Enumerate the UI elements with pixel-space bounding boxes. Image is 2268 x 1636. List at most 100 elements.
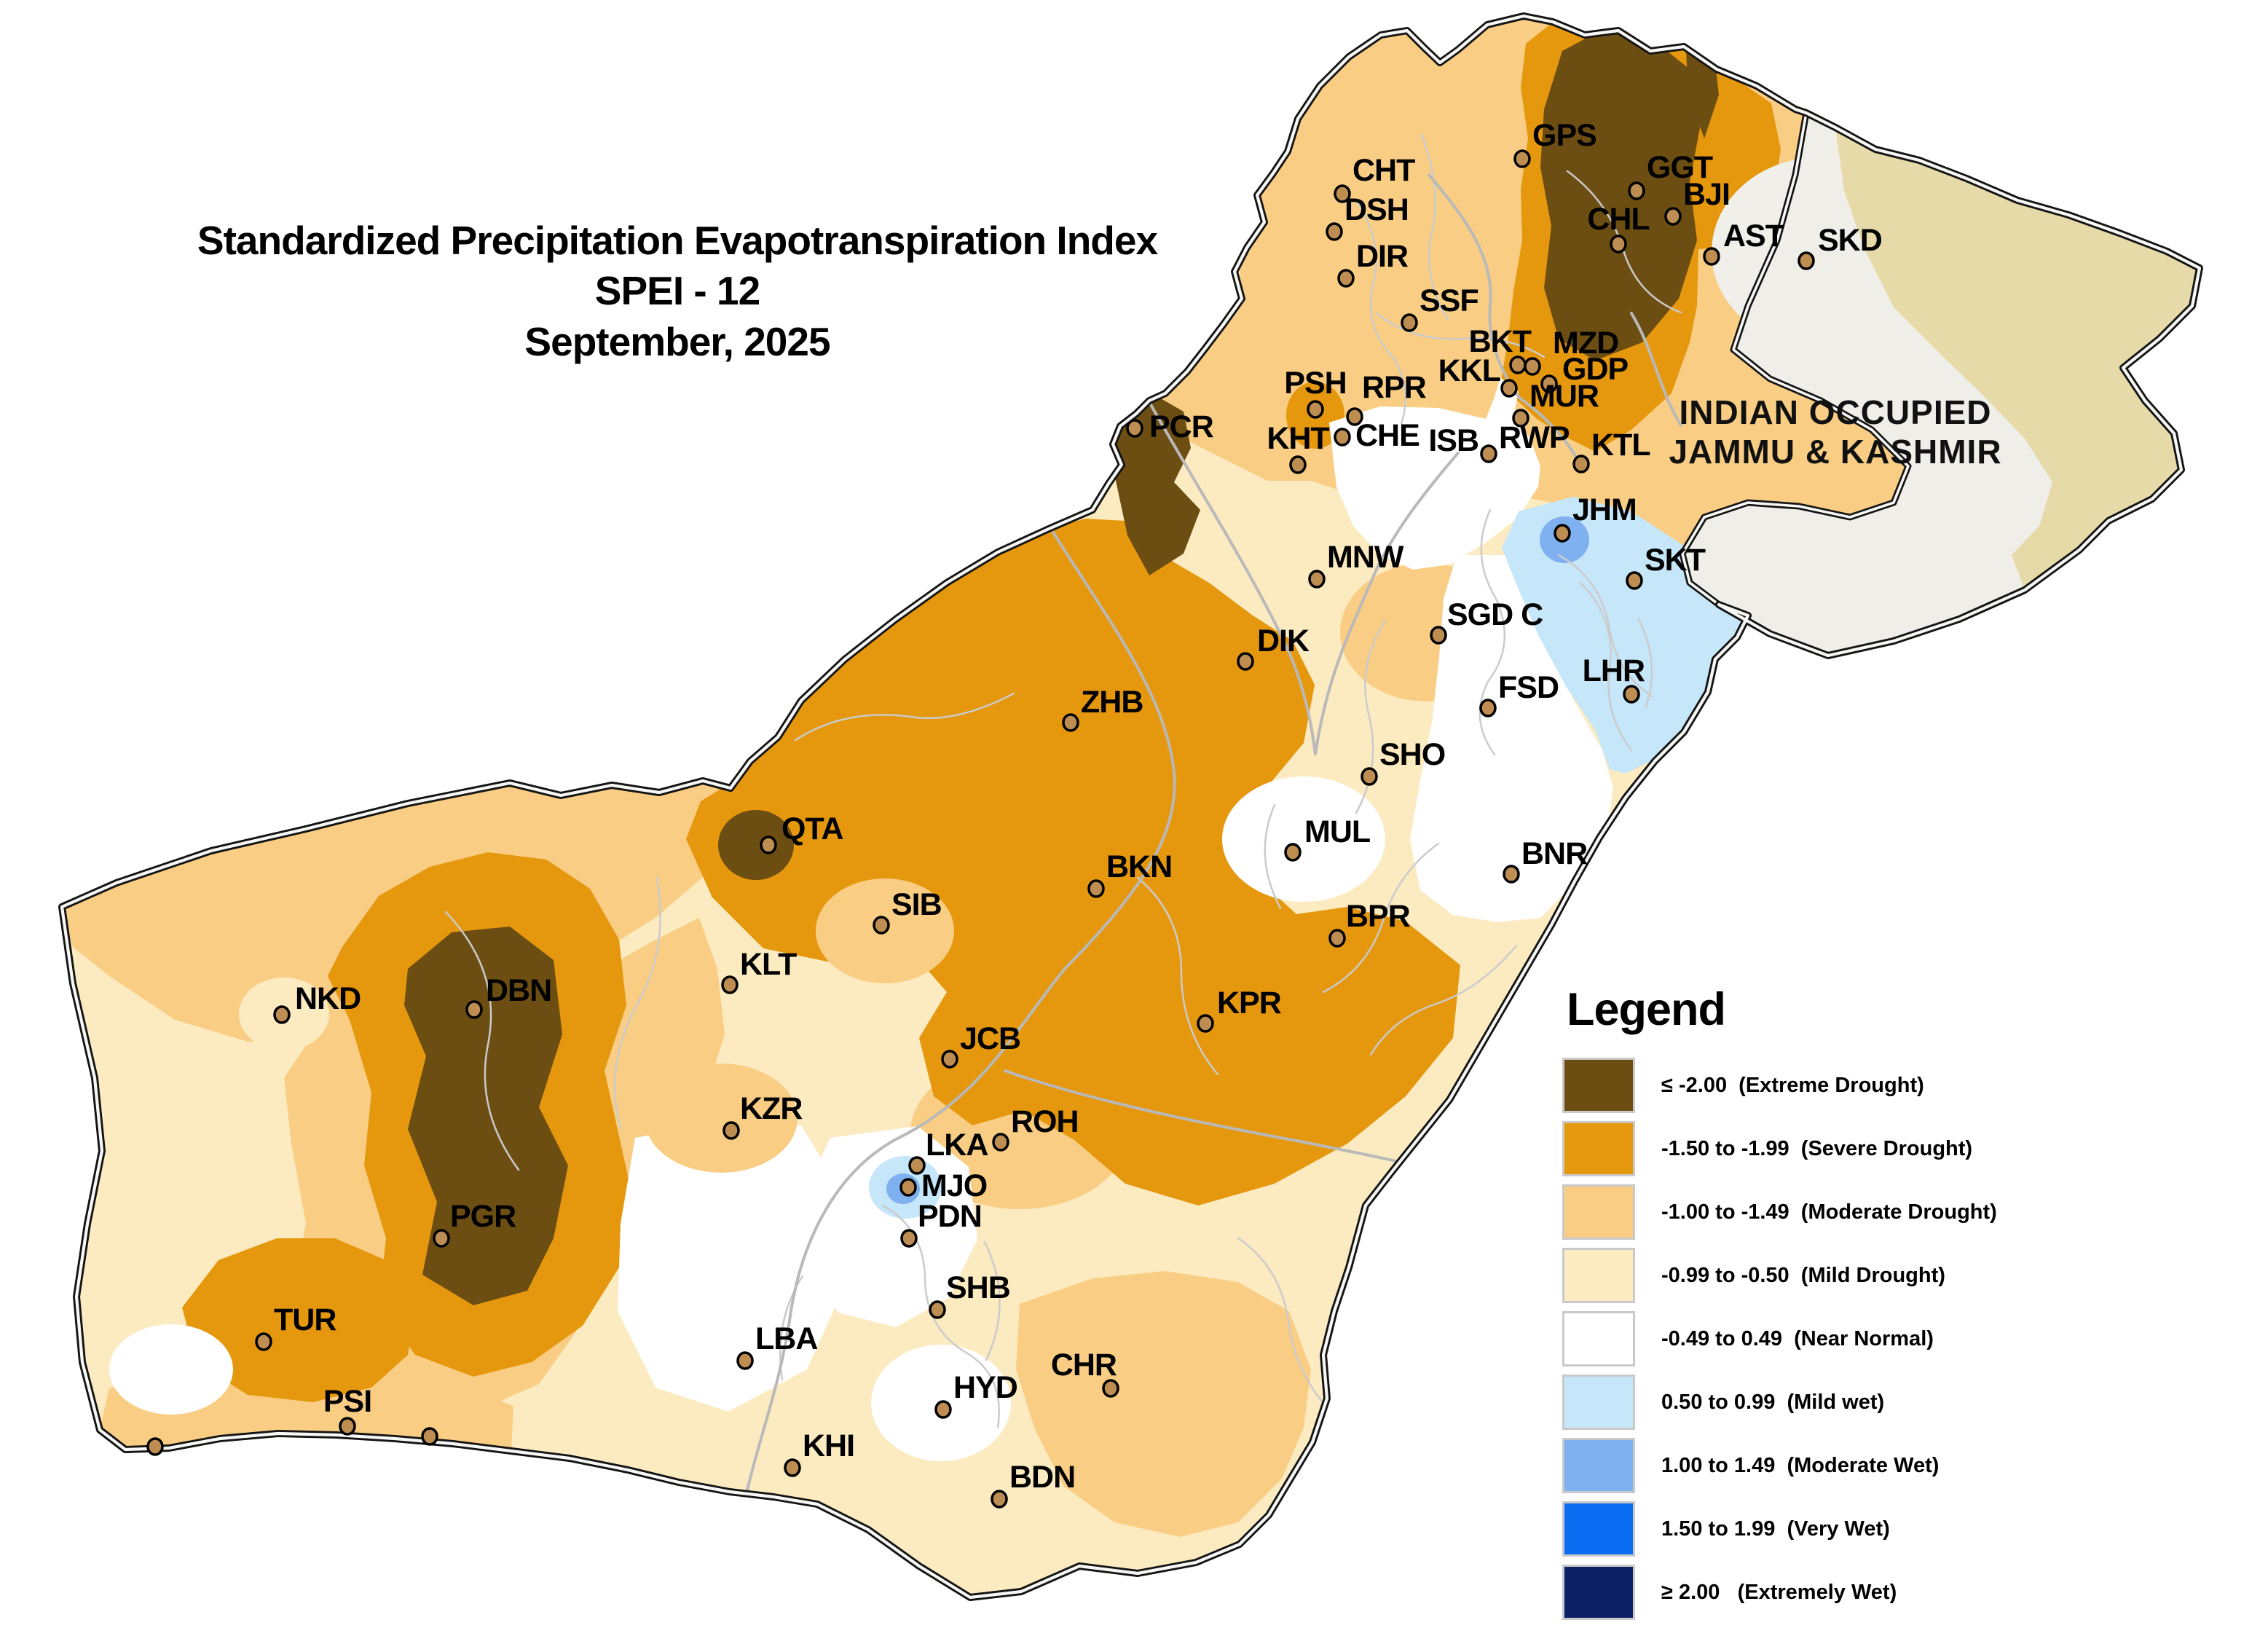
legend-item-label: -0.49 to 0.49 (Near Normal) [1661, 1326, 1934, 1350]
iojk-label-line2: JAMMU & KASHMIR [1669, 433, 2001, 471]
station-marker [146, 1437, 164, 1456]
station-marker [1326, 222, 1343, 241]
station-marker [1401, 313, 1418, 332]
legend-swatch-mildwet [1562, 1375, 1635, 1430]
station-marker [1628, 181, 1645, 200]
legend-item-label: -1.00 to -1.49 (Moderate Drought) [1661, 1200, 1997, 1224]
station-label: LBA [755, 1321, 817, 1356]
legend-item-label: -0.99 to -0.50 (Mild Drought) [1661, 1263, 1945, 1287]
station-marker [900, 1229, 918, 1248]
region-normal-multan [1222, 776, 1385, 902]
station-marker [1500, 379, 1518, 398]
title-line-1: Standardized Precipitation Evapotranspir… [197, 218, 1158, 263]
region-severe-west-belt [686, 519, 1460, 1206]
station-marker [1307, 400, 1324, 419]
station-label: PSH [1284, 366, 1346, 401]
legend-item-label: ≥ 2.00 (Extremely Wet) [1661, 1580, 1897, 1604]
legend-item: ≥ 2.00 (Extremely Wet) [1562, 1565, 2218, 1620]
legend-swatch-moderate [1562, 1184, 1635, 1240]
station-label: RWP [1499, 420, 1570, 455]
map-title: Standardized Precipitation Evapotranspir… [66, 216, 1289, 367]
station-label: GGT [1647, 150, 1713, 185]
station-label: DIK [1257, 624, 1310, 658]
region-extreme-gilgit [1540, 28, 1701, 361]
station-marker [1610, 235, 1627, 253]
station-label: QTA [781, 811, 843, 846]
legend-swatch-mild [1562, 1248, 1635, 1303]
station-marker [1308, 570, 1326, 589]
station-label: BDN [1009, 1460, 1075, 1495]
legend-item: 1.00 to 1.49 (Moderate Wet) [1562, 1438, 2218, 1493]
legend-swatch-normal [1562, 1311, 1635, 1366]
station-marker [465, 1000, 483, 1019]
station-marker [1197, 1014, 1214, 1033]
legend-item-label: 1.00 to 1.49 (Moderate Wet) [1661, 1453, 1940, 1477]
station-label: LHR [1583, 653, 1645, 688]
station-label: SGD C [1447, 597, 1543, 632]
station-marker [1361, 767, 1378, 786]
karakoram-terrain-band [1835, 127, 2200, 590]
region-moderate-khuzdar [645, 1063, 798, 1173]
station-label: SIB [891, 887, 942, 922]
region-normal-sw-coast [109, 1324, 233, 1415]
station-marker [873, 916, 890, 935]
station-marker [1626, 571, 1643, 590]
station-label: ZHB [1081, 685, 1143, 720]
station-marker [1284, 843, 1302, 862]
station-label: LKA [926, 1128, 988, 1163]
legend-item-label: 1.50 to 1.99 (Very Wet) [1661, 1517, 1890, 1541]
station-marker [721, 975, 739, 994]
title-line-3: September, 2025 [524, 318, 830, 364]
station-label: AST [1723, 219, 1784, 253]
station-label: SHB [946, 1270, 1010, 1305]
station-marker [339, 1417, 356, 1436]
region-normal-islamabad [1329, 377, 1540, 570]
station-marker [433, 1229, 450, 1248]
station-label: MUR [1529, 379, 1599, 414]
station-label: PSI [323, 1384, 371, 1419]
station-marker [1798, 251, 1815, 270]
station-label: MZD [1553, 326, 1618, 361]
district-boundaries [444, 133, 1682, 1428]
station-marker [934, 1400, 952, 1419]
station-marker [1479, 699, 1497, 717]
station-label: GDP [1562, 352, 1629, 387]
station-marker [421, 1427, 438, 1446]
station-label: KHI [803, 1428, 854, 1463]
station-label: PDN [918, 1199, 982, 1234]
legend-item: -0.49 to 0.49 (Near Normal) [1562, 1311, 2218, 1366]
station-marker [1512, 409, 1529, 428]
station-marker [1524, 357, 1541, 376]
station-marker [1572, 455, 1590, 473]
station-marker [992, 1133, 1009, 1152]
station-label: SHO [1379, 737, 1445, 772]
station-label: HYD [953, 1370, 1017, 1405]
station-label: SKD [1818, 223, 1882, 258]
station-marker [941, 1050, 958, 1069]
region-moderate-kotli [1546, 441, 1630, 503]
station-label: CHT [1352, 153, 1415, 188]
station-label: BKN [1106, 849, 1172, 884]
legend-item: ≤ -2.00 (Extreme Drought) [1562, 1058, 2218, 1113]
legend-item-label: ≤ -2.00 (Extreme Drought) [1661, 1073, 1924, 1097]
station-marker [1540, 374, 1558, 393]
station-label: DIR [1356, 239, 1409, 274]
station-label: KTL [1591, 428, 1650, 463]
legend-item-label: 0.50 to 0.99 (Mild wet) [1661, 1390, 1885, 1414]
station-marker [1703, 247, 1720, 266]
station-marker [1554, 524, 1571, 543]
station-marker [1289, 455, 1307, 474]
station-label: BPR [1346, 899, 1411, 934]
region-extreme-quetta [718, 810, 794, 880]
station-label: CHL [1587, 202, 1649, 237]
station-label: ROH [1011, 1104, 1079, 1139]
station-label: CHE [1355, 418, 1420, 453]
station-label: CHR [1051, 1348, 1117, 1383]
station-label: FSD [1498, 670, 1559, 705]
station-marker [1126, 419, 1143, 438]
station-label: PGR [450, 1199, 516, 1234]
legend-item: -1.00 to -1.49 (Moderate Drought) [1562, 1184, 2218, 1240]
